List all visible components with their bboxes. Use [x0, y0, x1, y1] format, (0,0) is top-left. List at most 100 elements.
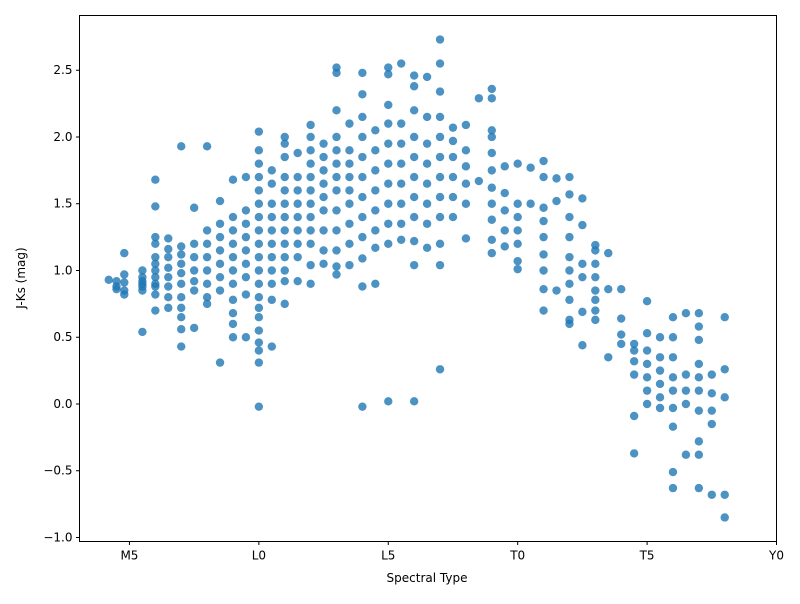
data-point: [293, 212, 302, 222]
data-point: [202, 142, 212, 151]
data-point: [384, 219, 393, 228]
data-point: [164, 263, 173, 273]
data-point: [332, 270, 341, 279]
data-point: [461, 146, 471, 155]
data-point: [345, 239, 354, 248]
data-point: [293, 199, 302, 208]
data-point: [332, 172, 341, 182]
data-point: [668, 403, 678, 413]
data-point: [254, 199, 264, 208]
data-point: [617, 339, 626, 349]
data-point: [371, 146, 380, 155]
data-point: [254, 239, 264, 248]
data-point: [332, 262, 341, 271]
data-point: [384, 139, 393, 148]
data-point: [397, 159, 406, 168]
data-point: [280, 239, 289, 248]
data-point: [668, 333, 678, 342]
y-tick-label: 2.0: [53, 130, 72, 144]
data-point: [384, 159, 393, 168]
data-point: [629, 370, 639, 379]
data-point: [629, 449, 639, 458]
data-point: [642, 399, 652, 409]
data-point: [241, 206, 251, 215]
data-point: [422, 112, 432, 122]
data-point: [681, 370, 691, 379]
data-point: [384, 179, 393, 188]
data-point: [241, 272, 251, 282]
data-point: [694, 437, 704, 446]
data-point: [422, 72, 432, 82]
data-point: [254, 326, 264, 335]
data-point: [409, 132, 419, 142]
data-point: [384, 397, 393, 406]
data-point: [642, 346, 652, 355]
data-point: [565, 190, 574, 199]
data-point: [578, 341, 587, 350]
data-point: [189, 276, 199, 286]
data-point: [293, 226, 302, 235]
data-point: [280, 276, 289, 286]
x-tick-label: T5: [639, 549, 655, 563]
data-point: [642, 296, 652, 306]
data-point: [409, 192, 419, 202]
data-point: [487, 215, 496, 224]
data-point: [254, 186, 264, 195]
data-point: [306, 212, 315, 222]
data-point: [151, 202, 160, 211]
data-point: [228, 319, 238, 329]
data-point: [306, 186, 315, 195]
data-point: [642, 373, 652, 382]
data-point: [164, 292, 173, 302]
data-point: [293, 239, 302, 248]
data-point: [280, 172, 289, 182]
data-point: [500, 242, 509, 251]
data-point: [371, 279, 380, 289]
data-point: [177, 268, 186, 278]
data-point: [604, 353, 613, 362]
data-point: [565, 315, 574, 325]
data-point: [448, 172, 458, 182]
data-point: [384, 70, 393, 79]
data-point: [591, 286, 600, 295]
data-point: [280, 139, 289, 148]
data-point: [539, 266, 548, 275]
data-point: [655, 353, 665, 362]
data-point: [280, 252, 289, 262]
data-point: [358, 132, 367, 142]
data-point: [228, 175, 238, 184]
data-point: [280, 226, 289, 235]
data-point: [578, 194, 587, 203]
data-point: [435, 192, 445, 202]
data-point: [151, 239, 160, 248]
data-point: [591, 259, 600, 269]
data-point: [539, 306, 548, 315]
data-point: [435, 132, 445, 142]
x-tick-label: M5: [120, 549, 138, 563]
data-point: [668, 373, 678, 382]
data-point: [397, 59, 406, 68]
data-point: [293, 252, 302, 262]
data-point: [319, 179, 328, 188]
data-point: [474, 176, 484, 186]
data-point: [642, 386, 652, 395]
data-point: [565, 212, 574, 222]
data-point: [448, 152, 458, 162]
data-point: [409, 260, 419, 270]
data-point: [422, 199, 432, 208]
data-point: [487, 126, 496, 135]
data-point: [319, 259, 328, 269]
data-point: [707, 370, 716, 379]
data-point: [655, 366, 665, 375]
data-point: [177, 242, 186, 251]
data-point: [422, 219, 432, 228]
data-point: [720, 513, 729, 522]
data-point: [629, 339, 639, 349]
data-point: [120, 290, 129, 299]
data-point: [358, 90, 367, 99]
data-point: [215, 219, 225, 228]
data-point: [409, 106, 419, 115]
data-point: [254, 146, 264, 155]
data-point: [435, 172, 445, 182]
data-point: [241, 172, 251, 182]
